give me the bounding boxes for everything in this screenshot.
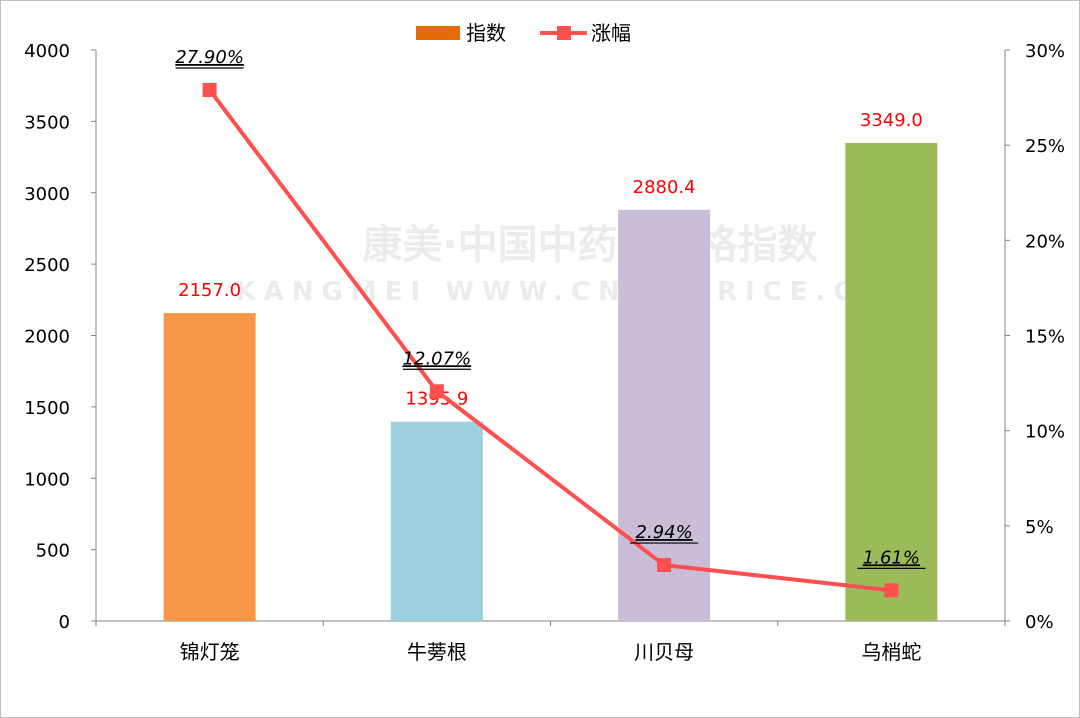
right-tick-label: 0% <box>1025 612 1054 633</box>
bar-value-label: 2157.0 <box>178 280 241 301</box>
line-marker-2 <box>429 384 444 399</box>
bar-value-label: 2880.4 <box>633 177 696 198</box>
bar-1 <box>163 313 256 621</box>
line-marker-4 <box>884 583 899 598</box>
change-value-label: 12.07% <box>403 348 472 369</box>
change-value-label: 27.90% <box>175 47 244 68</box>
left-tick-label: 3000 <box>24 184 70 205</box>
left-tick-label: 1500 <box>24 398 70 419</box>
watermark-url: KANGMEI WWW.CNKMPRICE.COM <box>236 277 925 307</box>
left-tick-label: 1000 <box>24 469 70 490</box>
left-tick-label: 3500 <box>24 112 70 133</box>
bar-4 <box>845 142 938 622</box>
x-tick-label: 锦灯笼 <box>180 640 240 664</box>
right-tick-label: 20% <box>1025 231 1065 252</box>
left-tick-label: 4000 <box>24 41 70 62</box>
legend-line-marker <box>557 26 571 40</box>
x-tick-label: 牛蒡根 <box>407 640 467 664</box>
right-tick-label: 30% <box>1025 41 1065 62</box>
line-marker-3 <box>657 558 672 573</box>
legend-line-label: 涨幅 <box>591 21 631 45</box>
bar-3 <box>618 209 711 621</box>
legend-bar-swatch <box>416 26 460 40</box>
right-tick-label: 5% <box>1025 517 1054 538</box>
watermark-title: 康美·中国中药材价格指数 <box>362 222 817 268</box>
right-tick-label: 15% <box>1025 327 1065 348</box>
change-value-label: 2.94% <box>636 522 693 543</box>
right-tick-label: 10% <box>1025 422 1065 443</box>
bar-value-label: 3349.0 <box>860 110 923 131</box>
change-value-label: 1.61% <box>863 547 920 568</box>
left-tick-label: 500 <box>36 541 70 562</box>
left-tick-label: 2000 <box>24 327 70 348</box>
legend-bar-label: 指数 <box>466 21 506 45</box>
line-marker-1 <box>202 82 217 97</box>
x-tick-label: 乌梢蛇 <box>861 640 921 664</box>
left-tick-label: 2500 <box>24 255 70 276</box>
bar-2 <box>390 421 483 621</box>
x-tick-label: 川贝母 <box>634 640 694 664</box>
change-line <box>208 88 892 593</box>
left-tick-label: 0 <box>59 612 70 633</box>
right-tick-label: 25% <box>1025 136 1065 157</box>
